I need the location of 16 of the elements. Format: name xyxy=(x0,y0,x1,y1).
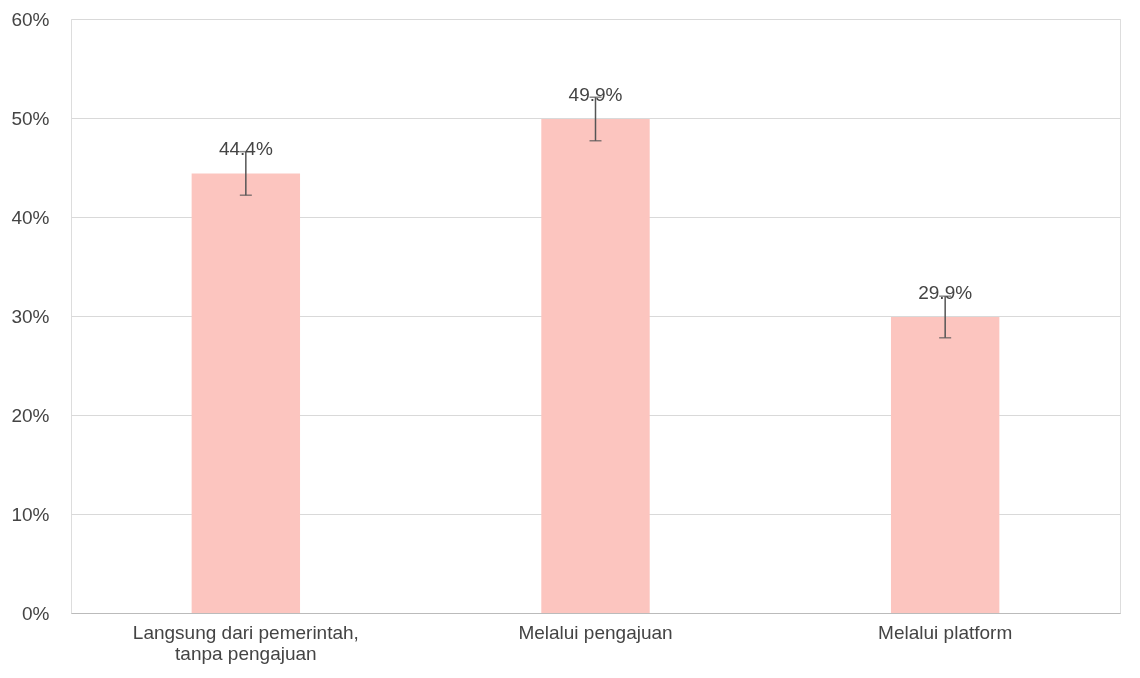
y-tick-label: 30% xyxy=(11,305,50,327)
data-label: 29.9% xyxy=(918,281,973,303)
x-tick-label: Melalui pengajuan xyxy=(518,621,673,643)
y-tick-label: 20% xyxy=(11,404,50,426)
y-tick-label: 50% xyxy=(11,107,50,129)
bar xyxy=(541,118,650,613)
x-tick-label: Langsung dari pemerintah, tanpa pengajuan xyxy=(132,621,359,664)
y-tick-label: 60% xyxy=(11,8,50,30)
y-tick-label: 0% xyxy=(22,602,50,624)
bar xyxy=(191,173,301,613)
x-tick-label: Melalui platform xyxy=(878,621,1013,643)
data-label: 44.4% xyxy=(218,138,273,160)
y-tick-label: 10% xyxy=(11,503,50,525)
y-tick-label: 40% xyxy=(11,206,50,228)
bar xyxy=(890,316,1000,613)
data-label: 49.9% xyxy=(568,83,623,105)
